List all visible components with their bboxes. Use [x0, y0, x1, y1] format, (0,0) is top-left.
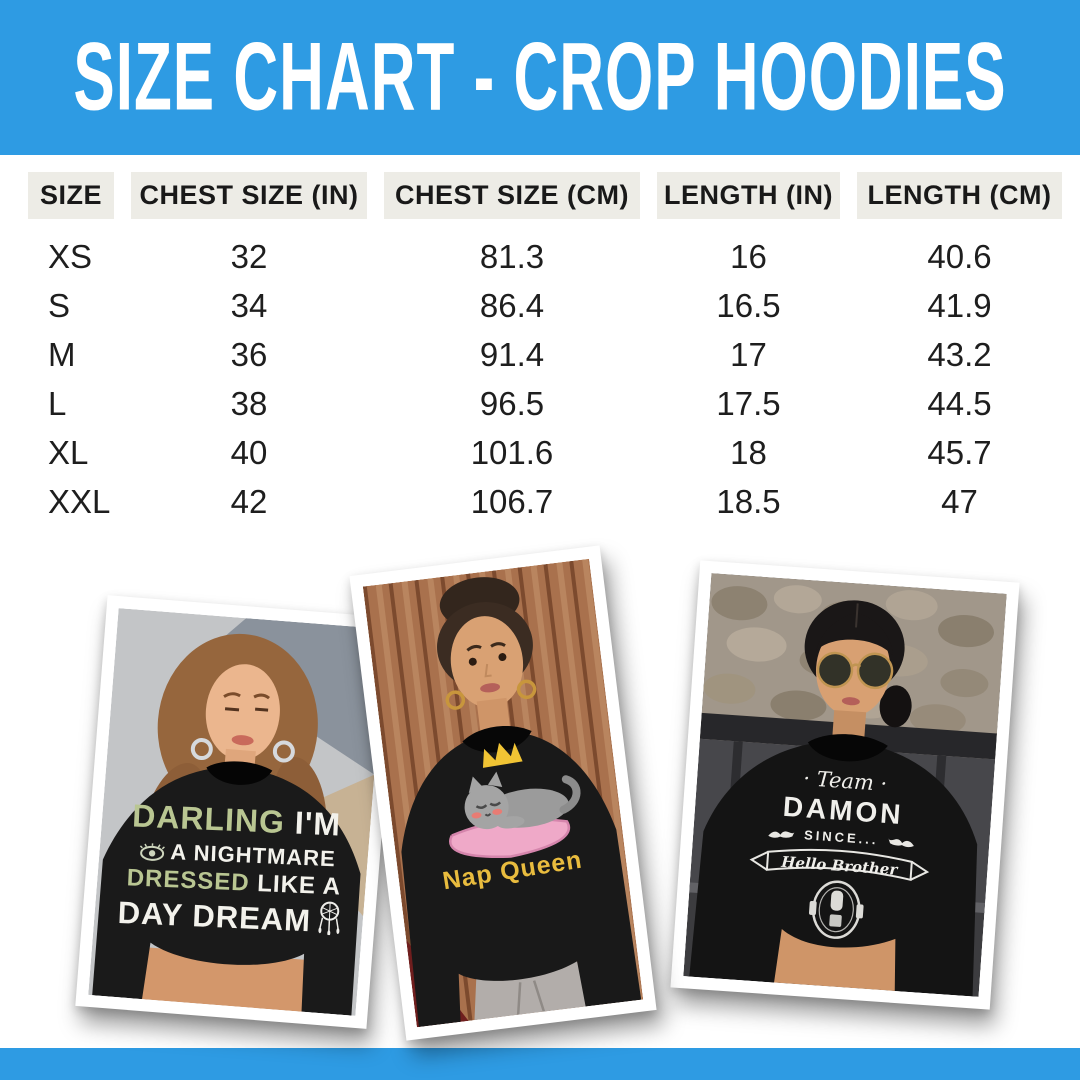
- table-cell: 43.2: [927, 335, 992, 373]
- table-cell: 45.7: [927, 433, 992, 471]
- table-cell: 17.5: [716, 384, 781, 422]
- print-word-likea: LIKE A: [256, 869, 342, 901]
- print-word-daydream: DAY DREAM: [117, 894, 312, 939]
- table-cell: 91.4: [479, 335, 545, 373]
- hoodie-print-daydream: DARLING I'M A NIGHTMARE DRESSED LIKE A D…: [95, 612, 380, 1011]
- table-row-m: M 36 91.4 17 43.2: [28, 330, 1068, 379]
- sleeping-cat-illustration: [449, 742, 581, 859]
- column-header-size: SIZE: [28, 172, 114, 219]
- table-cell: 81.3: [479, 237, 545, 275]
- title-banner: SIZE CHART - CROP HOODIES: [0, 0, 1080, 155]
- table-cell: 44.5: [927, 384, 992, 422]
- print-line-2: A NIGHTMARE: [101, 836, 370, 874]
- size-cell: L: [48, 384, 67, 422]
- table-cell: 86.4: [479, 286, 545, 324]
- sunglasses-lens-left: [816, 651, 854, 689]
- table-row-xl: XL 40 101.6 18 45.7: [28, 428, 1068, 477]
- print-damon: DAMON: [781, 790, 905, 831]
- table-row-l: L 38 96.5 17.5 44.5: [28, 379, 1068, 428]
- photo-nap-queen-content: Nap Queen: [362, 558, 644, 1028]
- print-word-darling: DARLING: [131, 797, 286, 841]
- table-cell: 96.5: [479, 384, 545, 422]
- column-header-chest-cm: CHEST SIZE (CM): [384, 172, 640, 219]
- size-cell: XS: [48, 237, 93, 275]
- column-header-length-in: LENGTH (IN): [657, 172, 840, 219]
- table-cell: 17: [730, 335, 767, 373]
- table-cell: 47: [941, 482, 978, 520]
- table-cell: 18.5: [716, 482, 781, 520]
- table-header-row: SIZE CHEST SIZE (IN) CHEST SIZE (CM) LEN…: [28, 172, 1068, 219]
- print-since-row: SINCE...: [766, 825, 917, 850]
- photo-team-damon-content: · Team · DAMON SINCE...: [683, 573, 1007, 997]
- page-title: SIZE CHART - CROP HOODIES: [73, 24, 1007, 131]
- footer-accent-bar: [0, 1048, 1080, 1080]
- table-cell: 32: [230, 237, 268, 275]
- table-row-xxl: XXL 42 106.7 18.5 47: [28, 477, 1068, 526]
- table-cell: 101.6: [470, 433, 554, 471]
- photo-nap-queen-hoodie: Nap Queen: [349, 545, 657, 1041]
- table-body: XS 32 81.3 16 40.6 S 34 86.4 16.5 41.9 M…: [28, 232, 1068, 526]
- print-word-dressed: DRESSED: [126, 864, 251, 897]
- ribbon-banner: Hello Brother: [746, 841, 932, 890]
- photo-daydream-hoodie: DARLING I'M A NIGHTMARE DRESSED LIKE A D…: [75, 595, 399, 1029]
- column-header-chest-in: CHEST SIZE (IN): [131, 172, 367, 219]
- table-cell: 34: [230, 286, 268, 324]
- table-cell: 41.9: [927, 286, 992, 324]
- model-illustration-team-damon: [683, 573, 1007, 997]
- table-cell: 106.7: [470, 482, 554, 520]
- table-cell: 38: [230, 384, 268, 422]
- print-line-4: DAY DREAM: [98, 891, 367, 942]
- eye-icon: [140, 843, 166, 861]
- table-cell: 40: [230, 433, 268, 471]
- size-chart-table: SIZE CHEST SIZE (IN) CHEST SIZE (CM) LEN…: [28, 172, 1068, 526]
- sunglasses-lens-right: [856, 652, 894, 690]
- bird-icon: [768, 830, 795, 838]
- size-cell: XL: [48, 433, 89, 471]
- table-cell: 36: [230, 335, 268, 373]
- crown-icon: [482, 742, 523, 768]
- emblem-icon: [808, 880, 864, 939]
- size-cell: M: [48, 335, 76, 373]
- print-team: · Team ·: [802, 766, 888, 796]
- hoodie-print-team-damon: · Team · DAMON SINCE...: [686, 759, 993, 951]
- bird-icon: [888, 837, 915, 847]
- print-word-im: I'M: [294, 804, 342, 843]
- table-row-xs: XS 32 81.3 16 40.6: [28, 232, 1068, 281]
- table-row-s: S 34 86.4 16.5 41.9: [28, 281, 1068, 330]
- column-header-length-cm: LENGTH (CM): [857, 172, 1062, 219]
- model-illustration-daydream: [88, 608, 386, 1016]
- print-since: SINCE...: [803, 827, 880, 848]
- table-cell: 16.5: [716, 286, 781, 324]
- table-cell: 16: [730, 237, 767, 275]
- photo-daydream-content: DARLING I'M A NIGHTMARE DRESSED LIKE A D…: [88, 608, 386, 1016]
- ribbon-icon: [749, 848, 930, 882]
- model-illustration-nap-queen: [362, 558, 644, 1028]
- table-cell: 18: [730, 433, 767, 471]
- photo-team-damon-hoodie: · Team · DAMON SINCE...: [670, 560, 1020, 1010]
- dreamcatcher-icon: [318, 901, 340, 937]
- table-cell: 42: [230, 482, 268, 520]
- size-cell: XXL: [48, 482, 111, 520]
- table-cell: 40.6: [927, 237, 992, 275]
- size-cell: S: [48, 286, 71, 324]
